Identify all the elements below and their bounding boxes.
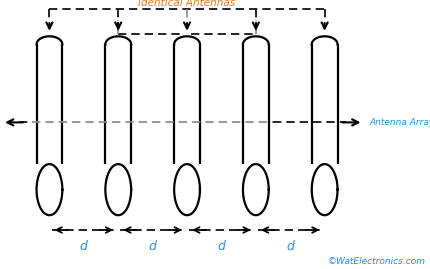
Text: d: d bbox=[80, 240, 88, 253]
Text: Identical Antennas: Identical Antennas bbox=[138, 0, 236, 8]
Text: d: d bbox=[286, 240, 294, 253]
Text: ©WatElectronics.com: ©WatElectronics.com bbox=[328, 257, 426, 266]
Text: d: d bbox=[149, 240, 157, 253]
Text: Antenna Array Axis: Antenna Array Axis bbox=[370, 118, 430, 127]
Text: d: d bbox=[218, 240, 225, 253]
